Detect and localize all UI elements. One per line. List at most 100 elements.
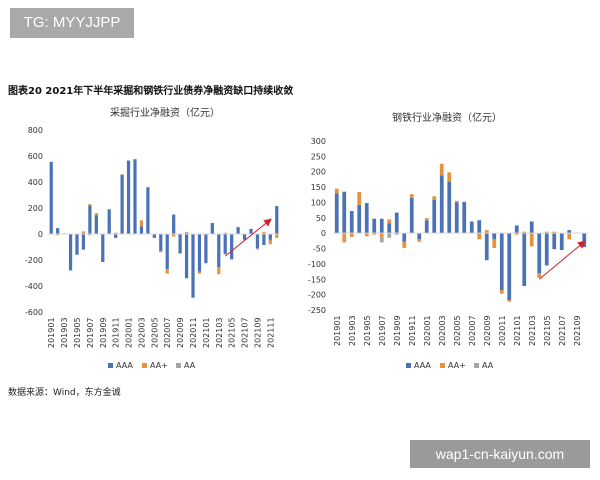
source-note: 数据来源：Wind，东方金诚: [8, 388, 121, 398]
bar-AAA-201912: [417, 233, 422, 240]
y-tick-label: -150: [308, 275, 326, 284]
bar-AAplus-202104: [223, 232, 227, 234]
x-tick-label: 202105: [543, 315, 552, 346]
x-tick-label: 202107: [241, 317, 250, 348]
bar-AAA-202005: [454, 202, 459, 234]
legend-label: AA+: [448, 361, 466, 370]
bar-AA-201907: [88, 234, 92, 236]
watermark-bottom: wap1-cn-kaiyun.com: [410, 440, 590, 468]
figure-title: 图表20 2021年下半年采掘和钢铁行业债券净融资缺口持续收敛: [8, 86, 294, 97]
bar-AAplus-202008: [172, 234, 176, 237]
bar-AAplus-201912: [417, 239, 422, 242]
x-tick-label: 201903: [60, 317, 69, 348]
bar-AAA-201911: [409, 197, 414, 234]
bar-AAA-201907: [88, 205, 92, 234]
bar-AAA-201903: [349, 211, 354, 234]
bar-AAA-202107: [242, 234, 247, 240]
bar-AAplus-202007: [165, 269, 169, 274]
trend-arrow: [538, 240, 586, 280]
bar-AA-201908: [387, 233, 392, 238]
bar-AAA-202106: [552, 233, 557, 250]
bar-AAA-201906: [372, 218, 377, 234]
y-tick-label: 100: [311, 198, 326, 207]
bar-AAA-202101: [204, 234, 208, 264]
x-tick-label: 202101: [202, 317, 211, 348]
bar-AAplus-201911: [114, 232, 118, 234]
bar-AAA-202003: [439, 175, 444, 234]
bar-AAplus-201906: [81, 231, 86, 234]
bar-AAplus-202003: [139, 220, 144, 227]
x-tick-label: 202111: [266, 317, 275, 348]
legend-swatch: [108, 363, 113, 368]
bar-AAA-202108: [567, 230, 572, 234]
bar-AAA-202001: [424, 220, 429, 234]
x-tick-label: 201901: [47, 317, 56, 348]
x-tick-label: 201905: [73, 317, 82, 348]
bar-AAA-201909: [394, 212, 399, 234]
y-tick-label: -200: [25, 256, 43, 265]
bar-AAplus-201908: [387, 219, 392, 224]
x-tick-label: 201907: [86, 317, 95, 348]
legend-label: AA: [482, 361, 494, 370]
legend-label: AAA: [414, 361, 431, 370]
legend-swatch: [176, 363, 181, 368]
watermark-top: TG: MYYJJPP: [10, 8, 134, 38]
bar-AAA-202104: [223, 234, 227, 255]
bar-AAA-202110: [582, 233, 587, 248]
bar-AAplus-201904: [357, 192, 362, 205]
x-tick-label: 202109: [573, 315, 582, 346]
bar-AAA-202112: [275, 206, 279, 234]
bar-AAA-201908: [94, 215, 98, 234]
x-tick-label: 202103: [528, 315, 537, 346]
bar-AAplus-201908: [94, 213, 98, 216]
bar-AAA-201905: [364, 203, 369, 234]
legend-label: AA+: [150, 361, 168, 370]
bar-AAA-202010: [492, 233, 497, 240]
bar-AAplus-201903: [349, 233, 354, 237]
bar-AAA-201901: [49, 161, 53, 234]
bar-AAA-201904: [357, 204, 362, 234]
x-tick-label: 202009: [483, 315, 492, 346]
bar-AAplus-202106: [552, 231, 557, 234]
bar-AAA-201910: [402, 233, 407, 242]
bar-AAA-202004: [447, 181, 452, 234]
bar-AAA-201902: [56, 228, 60, 234]
x-tick-label: 202007: [468, 315, 477, 346]
y-tick-label: -400: [25, 282, 43, 291]
bar-AAplus-202004: [447, 172, 452, 182]
bar-AAplus-201907: [379, 233, 384, 238]
x-tick-label: 201901: [333, 315, 342, 346]
bar-AAA-202012: [197, 234, 202, 272]
y-tick-label: 0: [321, 229, 326, 238]
y-tick-label: -200: [308, 291, 326, 300]
bar-AAA-201907: [379, 218, 384, 234]
bar-AAplus-202009: [484, 230, 489, 234]
x-tick-label: 202109: [253, 317, 262, 348]
x-tick-label: 201909: [99, 317, 108, 348]
legend-swatch: [142, 363, 147, 368]
bar-AA-202109: [255, 248, 260, 250]
bar-AAA-201909: [101, 234, 105, 262]
bar-AAA-202106: [236, 227, 240, 234]
y-tick-label: 600: [28, 152, 43, 161]
x-tick-label: 201903: [348, 315, 357, 346]
bar-AAA-202011: [191, 234, 195, 298]
x-tick-label: 201911: [112, 317, 121, 348]
bar-AAplus-202111: [268, 239, 272, 244]
bar-AAplus-202112: [275, 234, 279, 238]
y-tick-label: 300: [311, 137, 326, 146]
bar-AAA-202109: [255, 234, 260, 249]
bar-AAA-202108: [249, 228, 253, 234]
bar-AAplus-202002: [432, 196, 437, 200]
y-tick-label: -250: [308, 306, 326, 315]
x-tick-label: 202007: [163, 317, 172, 348]
bar-AAplus-201902: [56, 234, 60, 236]
legend-label: AA: [184, 361, 196, 370]
bar-AAA-202002: [133, 159, 137, 234]
x-tick-label: 202009: [176, 317, 185, 348]
chart-title: 采掘行业净融资（亿元）: [110, 106, 220, 119]
bar-AAplus-202006: [159, 250, 163, 253]
bar-AA-201907: [379, 237, 384, 243]
bar-AA-201909: [394, 233, 399, 235]
x-tick-label: 201909: [393, 315, 402, 346]
